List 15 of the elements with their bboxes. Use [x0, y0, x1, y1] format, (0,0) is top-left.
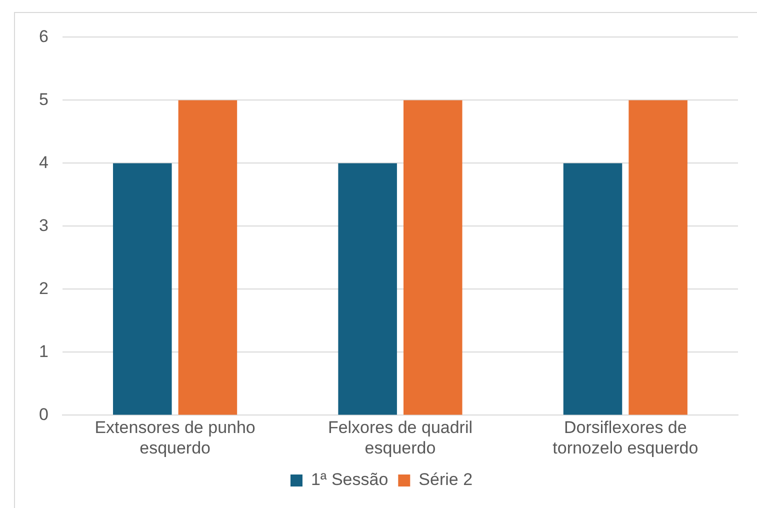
y-tick-label: 1 [38, 342, 48, 361]
y-tick-label: 5 [38, 90, 48, 109]
y-tick-label: 0 [38, 404, 48, 424]
y-tick-label: 6 [38, 26, 48, 46]
y-tick-label: 2 [38, 278, 48, 298]
legend-label: Série 2 [418, 470, 473, 490]
y-tick-label: 3 [38, 216, 48, 235]
category-label: esquerdo [364, 438, 436, 458]
category-label: tornozelo esquerdo [552, 438, 698, 458]
y-tick-label: 4 [38, 152, 48, 172]
category-label: esquerdo [140, 438, 210, 458]
category-label: Dorsiflexores de [564, 418, 687, 438]
category-label: Felxores de quadril [328, 418, 473, 438]
legend-label: 1ª Sessão [310, 470, 388, 490]
category-label: Extensores de punho [94, 418, 256, 438]
